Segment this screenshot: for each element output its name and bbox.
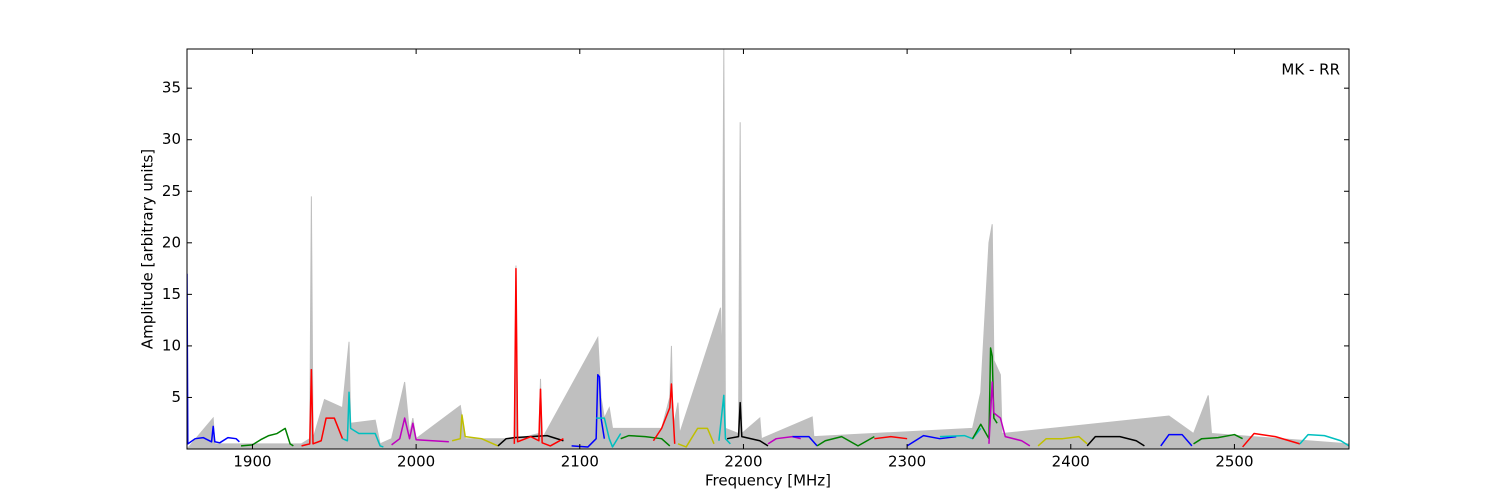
series-line bbox=[1086, 435, 1145, 447]
series-line bbox=[596, 417, 622, 448]
series-line bbox=[1242, 432, 1301, 448]
x-tick-label: 2100 bbox=[561, 453, 599, 471]
series-line bbox=[187, 273, 240, 445]
series-line bbox=[451, 414, 499, 447]
x-tick-label: 2400 bbox=[1052, 453, 1090, 471]
plot-frame bbox=[186, 48, 1350, 450]
x-tick-label: 2200 bbox=[724, 453, 762, 471]
x-tick-label: 2300 bbox=[888, 453, 926, 471]
series-line bbox=[874, 435, 908, 440]
series-line bbox=[391, 417, 449, 446]
shaded-envelope bbox=[187, 49, 1349, 449]
y-tick-label: 5 bbox=[171, 388, 181, 406]
y-tick-label: 10 bbox=[162, 336, 181, 354]
series-line bbox=[718, 394, 731, 445]
series-line bbox=[792, 435, 818, 447]
x-axis-label: Frequency [MHz] bbox=[705, 472, 831, 490]
series-line bbox=[652, 383, 676, 444]
series-line bbox=[971, 347, 998, 440]
series-line bbox=[342, 391, 384, 448]
series-line bbox=[240, 427, 294, 447]
x-tick-label: 1900 bbox=[233, 453, 271, 471]
annotation: MK - RR bbox=[1281, 61, 1340, 79]
series-line bbox=[677, 427, 715, 448]
y-tick-label: 35 bbox=[162, 79, 181, 97]
series-line bbox=[1037, 435, 1088, 447]
series-line bbox=[1299, 433, 1349, 447]
series-line bbox=[988, 381, 1031, 447]
series-line bbox=[301, 368, 344, 447]
y-axis-label: Amplitude [arbitrary units] bbox=[139, 149, 157, 349]
series-line bbox=[816, 435, 875, 447]
series-line bbox=[726, 401, 769, 447]
y-tick-label: 15 bbox=[162, 285, 181, 303]
x-tick-label: 2000 bbox=[397, 453, 435, 471]
series-line bbox=[513, 267, 564, 447]
x-tick-label: 2500 bbox=[1215, 453, 1253, 471]
series-line bbox=[1160, 433, 1193, 447]
series-line bbox=[497, 434, 564, 447]
y-tick-label: 25 bbox=[162, 182, 181, 200]
y-tick-label: 30 bbox=[162, 130, 181, 148]
series-line bbox=[620, 434, 671, 447]
series-line bbox=[767, 435, 801, 445]
series-line bbox=[939, 427, 982, 440]
series-line bbox=[1193, 433, 1243, 445]
series-line bbox=[906, 434, 957, 447]
y-tick-label: 20 bbox=[162, 233, 181, 251]
